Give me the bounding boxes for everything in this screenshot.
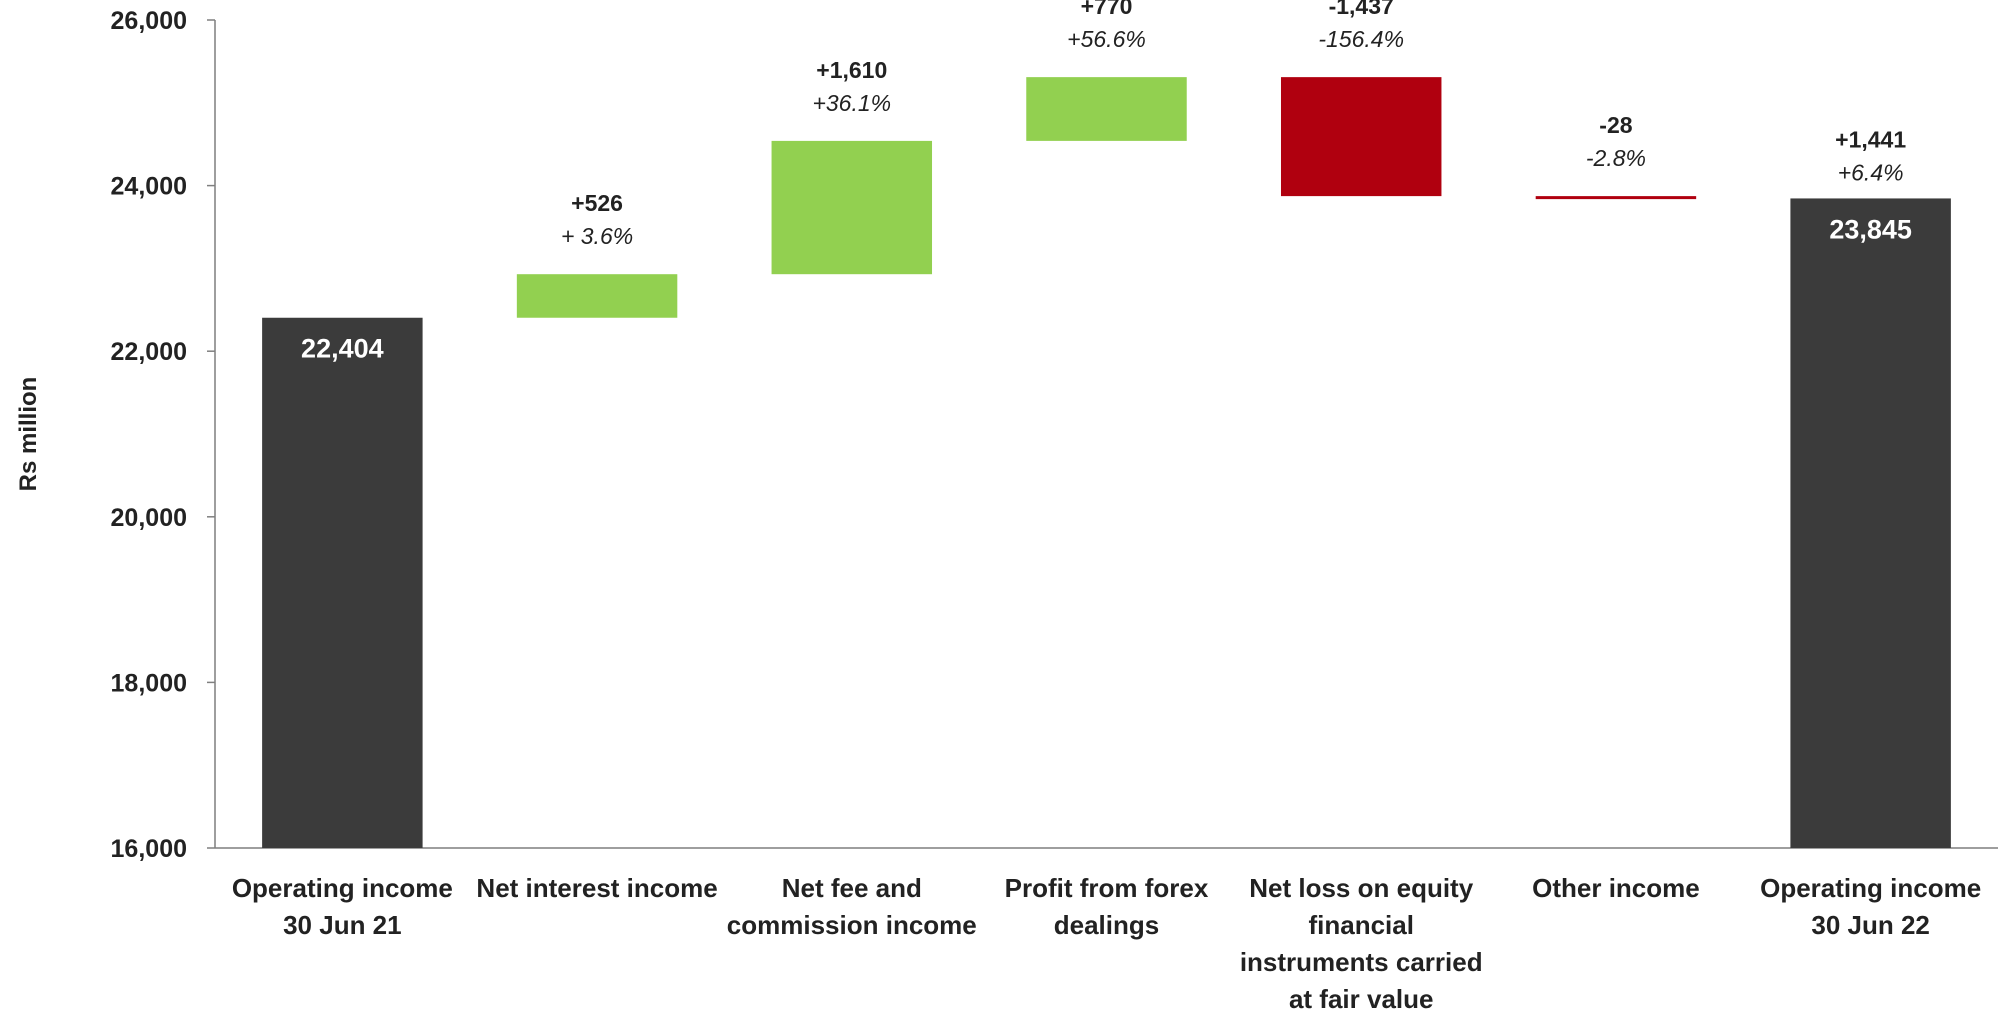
delta-value-label: +1,610 [816,57,887,83]
bar-decrease [1280,77,1442,197]
x-category-line: Other income [1532,873,1700,903]
x-category-label: Net fee and commission income [727,873,977,940]
x-category-line: 30 Jun 21 [283,910,402,940]
delta-value-label: +770 [1081,0,1133,19]
bar-increase [516,274,678,318]
delta-value-label: +1,441 [1835,126,1906,152]
delta-percent-label: -2.8% [1586,145,1646,171]
total-value-label: 23,845 [1829,214,1912,244]
x-category-label: Other income [1532,873,1700,903]
y-tick-label: 18,000 [111,669,187,697]
x-category-line: commission income [727,910,977,940]
bar-decrease [1535,196,1697,200]
x-category-line: Net fee and [782,873,922,903]
delta-value-label: +526 [571,190,623,216]
delta-percent-label: +56.6% [1067,26,1146,52]
data-labels: 22,404 +526 + 3.6% +1,610 +36.1% +770 +56.6% -1… [301,0,1912,364]
x-category-line: Operating income [1760,873,1981,903]
x-category-line: instruments carried [1240,947,1483,977]
x-category-line: at fair value [1289,984,1434,1014]
x-axis: Operating income 30 Jun 21 Net interest in… [215,847,1998,1014]
x-category-label: Net interest income [476,873,717,903]
bar-total [1790,198,1951,848]
x-category-line: 30 Jun 22 [1811,910,1930,940]
y-tick-label: 24,000 [111,173,187,201]
delta-percent-label: + 3.6% [561,223,633,249]
delta-value-label: -1,437 [1329,0,1394,19]
delta-percent-label: +6.4% [1838,159,1904,185]
y-tick-label: 26,000 [111,7,187,35]
delta-percent-label: +36.1% [812,90,891,116]
x-category-label: Operating income 30 Jun 22 [1760,873,1981,940]
delta-percent-label: -156.4% [1318,26,1404,52]
bar-increase [771,140,933,275]
bar-total [262,317,423,849]
bars [262,77,1951,849]
total-value-label: 22,404 [301,334,384,364]
x-category-line: Net loss on equity [1249,873,1473,903]
y-axis: 16,000 18,000 20,000 22,000 24,000 26,000 [111,7,216,863]
x-category-line: financial [1308,910,1413,940]
x-category-line: dealings [1054,910,1159,940]
y-tick-label: 20,000 [111,504,187,532]
y-tick-label: 16,000 [111,835,187,863]
y-tick-label: 22,000 [111,338,187,366]
x-category-line: Profit from forex [1005,873,1209,903]
x-category-label: Net loss on equity financial instruments c… [1240,873,1483,1014]
x-category-line: Net interest income [476,873,717,903]
x-category-line: Operating income [232,873,453,903]
bar-increase [1026,77,1187,141]
x-category-label: Operating income 30 Jun 21 [232,873,453,940]
y-axis-title: Rs million [15,377,42,492]
x-category-label: Profit from forex dealings [1005,873,1209,940]
delta-value-label: -28 [1599,112,1632,138]
